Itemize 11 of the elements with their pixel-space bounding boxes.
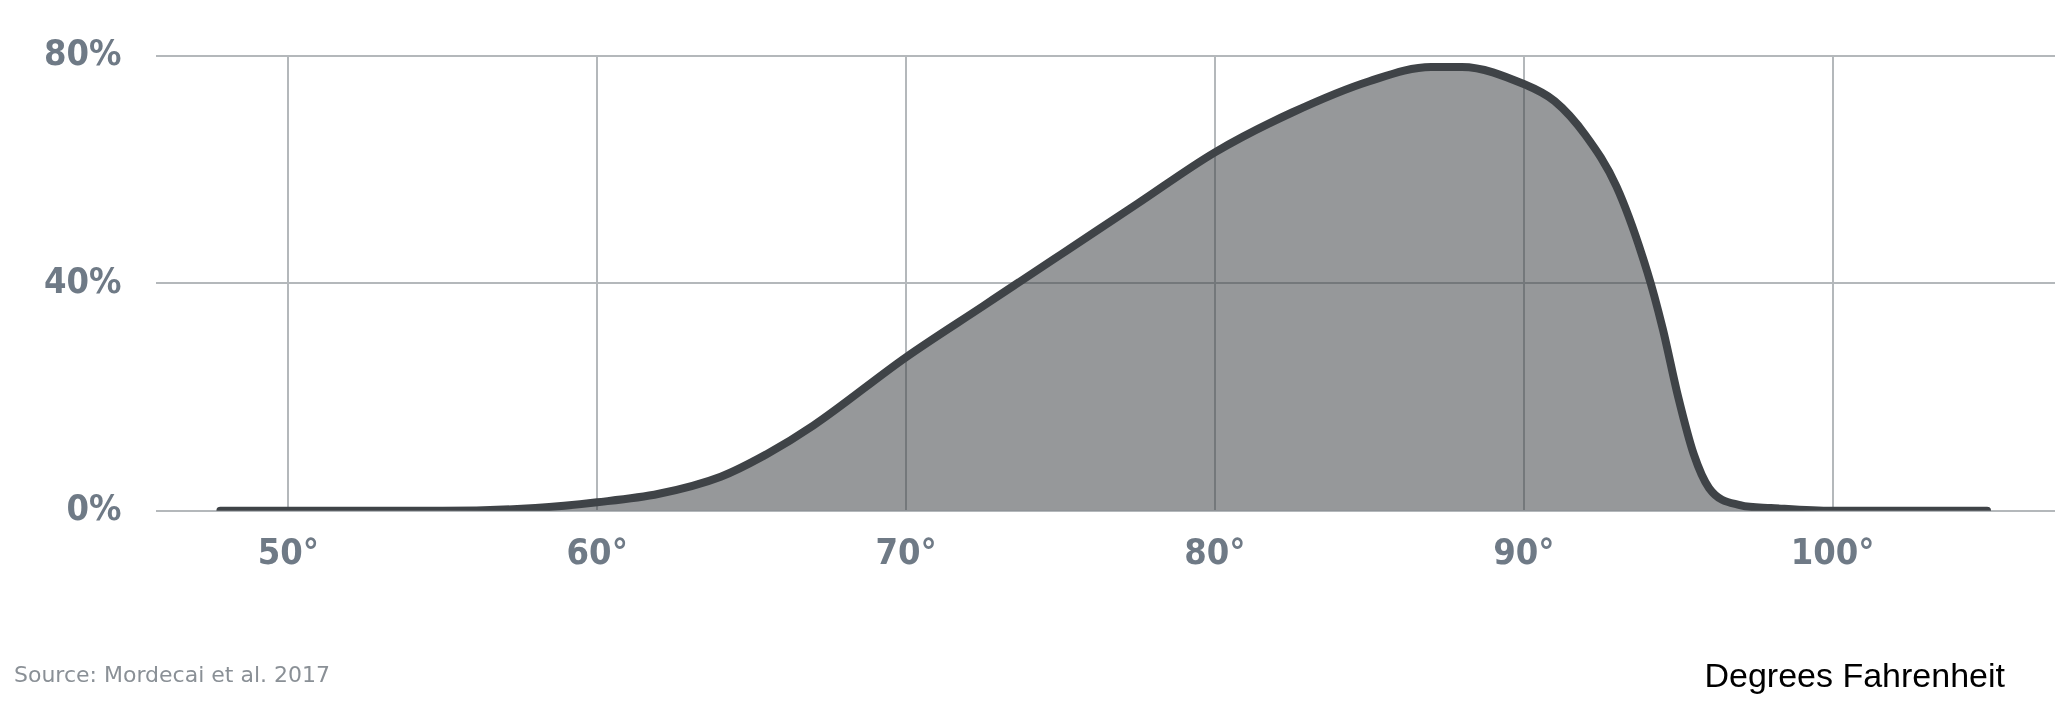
x-axis-title: Degrees Fahrenheit	[1704, 656, 2005, 695]
x-tick-label: 90°	[1493, 530, 1555, 572]
x-tick-label: 50°	[257, 530, 319, 572]
source-note: Source: Mordecai et al. 2017	[14, 662, 330, 687]
y-tick-label: 80%	[43, 31, 122, 73]
x-tick-label: 60°	[566, 530, 628, 572]
y-tick-label: 40%	[43, 259, 122, 301]
x-tick-label: 70°	[875, 530, 937, 572]
x-tick-label: 80°	[1184, 530, 1246, 572]
y-tick-label: 0%	[66, 487, 122, 529]
x-tick-label: 100°	[1790, 530, 1875, 572]
